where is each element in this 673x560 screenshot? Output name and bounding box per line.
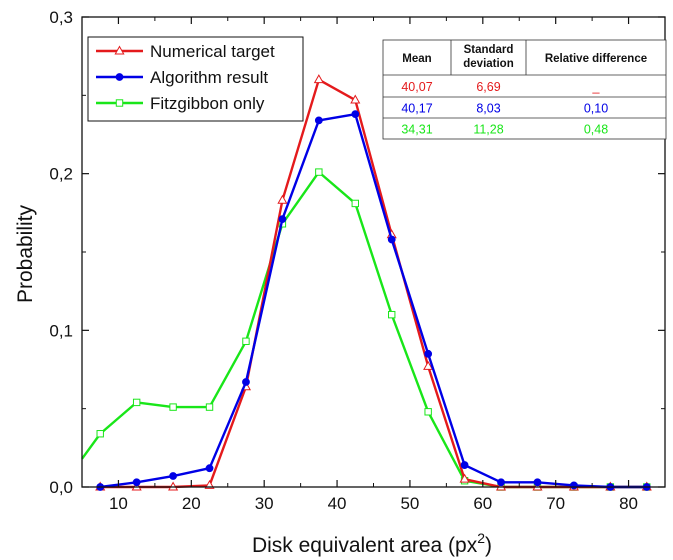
data-point [132,478,141,487]
data-point [423,360,434,370]
table-header: deviation [463,58,513,70]
table-cell: 11,28 [473,123,503,137]
x-tick-label: 20 [182,494,201,513]
table-header: Relative difference [545,53,647,65]
table-cell: 40,17 [401,102,432,116]
data-point [424,408,432,416]
y-tick-label: 0,3 [49,8,73,27]
x-tick-label: 30 [255,494,274,513]
series-line [100,78,647,489]
x-tick-label: 80 [619,494,638,513]
data-point [205,464,214,473]
data-point [278,215,287,224]
data-point [277,194,288,204]
x-tick-label: 50 [400,494,419,513]
data-point [242,337,250,346]
data-point [132,398,141,407]
legend-label: Fitzgibbon only [150,94,265,113]
legend: Numerical target Algorithm result Fitzgibb… [87,36,304,122]
data-point [242,378,250,386]
y-tick-label: 0,0 [49,478,73,497]
x-tick-label: 60 [473,494,492,513]
table-header: Mean [402,53,431,65]
data-point [459,473,470,483]
data-point [460,461,469,469]
table-header: Standard [464,44,514,56]
data-point [131,481,142,491]
data-point [205,403,214,411]
table-cell: 0,48 [584,123,608,137]
legend-marker [115,99,124,107]
table-cell: 0,10 [584,102,608,116]
table-frame [382,39,667,140]
axes: 10 20 30 40 50 60 70 80 0,0 0,1 0,2 0,3 [49,8,666,513]
x-axis-title: Disk equivalent area (px2) [252,530,492,557]
data-point [497,478,505,487]
data-point [96,430,104,438]
series-fitzgibbon-only [81,168,651,491]
data-point [169,403,177,411]
table-cell: 40,07 [401,80,432,94]
data-point [168,481,179,491]
data-point [169,472,177,480]
data-point [388,310,396,319]
stats-table: Mean Standard deviation Relative difference… [382,39,667,140]
table-cell: 6,69 [476,80,500,94]
series-line [81,170,647,489]
table-cell: _ [592,80,601,94]
data-point [314,116,323,125]
y-tick-label: 0,2 [49,165,73,184]
table-cell: 34,31 [401,123,432,137]
data-point [350,94,361,104]
data-point [351,110,360,119]
data-point [570,481,578,490]
legend-marker [115,73,124,81]
y-tick-label: 0,1 [49,321,73,340]
x-tick-label: 10 [109,494,128,513]
y-axis-title: Probability [14,204,37,303]
x-tick-label: 70 [546,494,565,513]
legend-marker [114,45,125,55]
data-point [533,478,542,487]
legend-label: Numerical target [150,42,275,61]
table-cell: 8,03 [476,102,500,116]
data-point [424,349,433,358]
data-point [387,235,396,244]
data-point [351,199,359,208]
data-point [315,168,323,176]
legend-label: Algorithm result [150,68,268,87]
data-point [313,74,324,84]
x-tick-label: 40 [328,494,347,513]
data-point [532,481,543,491]
data-point [495,481,507,491]
